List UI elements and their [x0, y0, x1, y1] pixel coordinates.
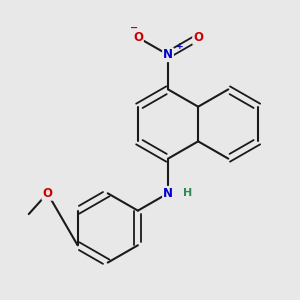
- Text: H: H: [183, 188, 192, 198]
- Text: O: O: [133, 31, 143, 44]
- Text: +: +: [176, 41, 183, 50]
- Text: O: O: [193, 31, 203, 44]
- Text: −: −: [130, 23, 138, 33]
- Text: O: O: [43, 187, 52, 200]
- Text: N: N: [163, 187, 173, 200]
- Text: N: N: [163, 48, 173, 61]
